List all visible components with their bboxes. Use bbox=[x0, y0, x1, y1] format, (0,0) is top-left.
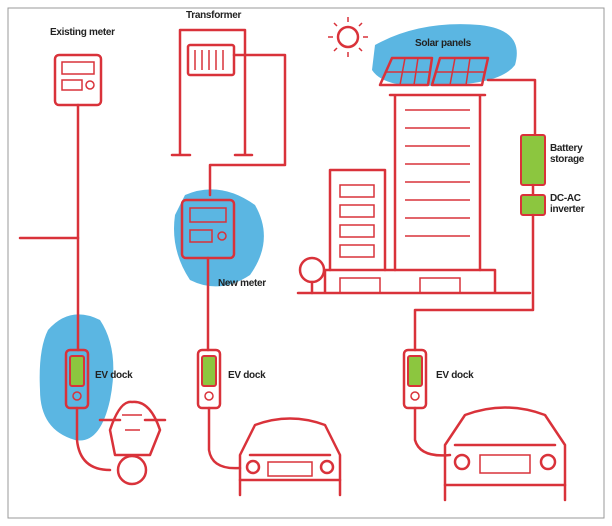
label: DC-AC inverter bbox=[550, 193, 590, 215]
label: Solar panels bbox=[415, 38, 471, 49]
label: EV dock bbox=[95, 370, 132, 381]
label: Battery storage bbox=[550, 143, 595, 165]
car-icon bbox=[445, 408, 565, 501]
diagram: Existing meter Transformer Solar panels … bbox=[0, 0, 612, 526]
highlight bbox=[372, 24, 517, 86]
ev-dock-icon bbox=[404, 350, 450, 455]
label: Existing meter bbox=[50, 27, 115, 38]
illustration bbox=[0, 0, 612, 526]
label: Transformer bbox=[186, 10, 241, 21]
building-icon bbox=[298, 95, 530, 293]
label: EV dock bbox=[228, 370, 265, 381]
frame bbox=[8, 8, 604, 518]
transformer-icon bbox=[172, 30, 285, 195]
ev-dock-icon bbox=[198, 350, 240, 468]
car-icon bbox=[240, 419, 340, 496]
label: New meter bbox=[218, 278, 266, 289]
label: EV dock bbox=[436, 370, 473, 381]
sun-icon bbox=[328, 17, 368, 57]
motorcycle-icon bbox=[100, 402, 165, 484]
existing-meter-icon bbox=[55, 55, 101, 350]
